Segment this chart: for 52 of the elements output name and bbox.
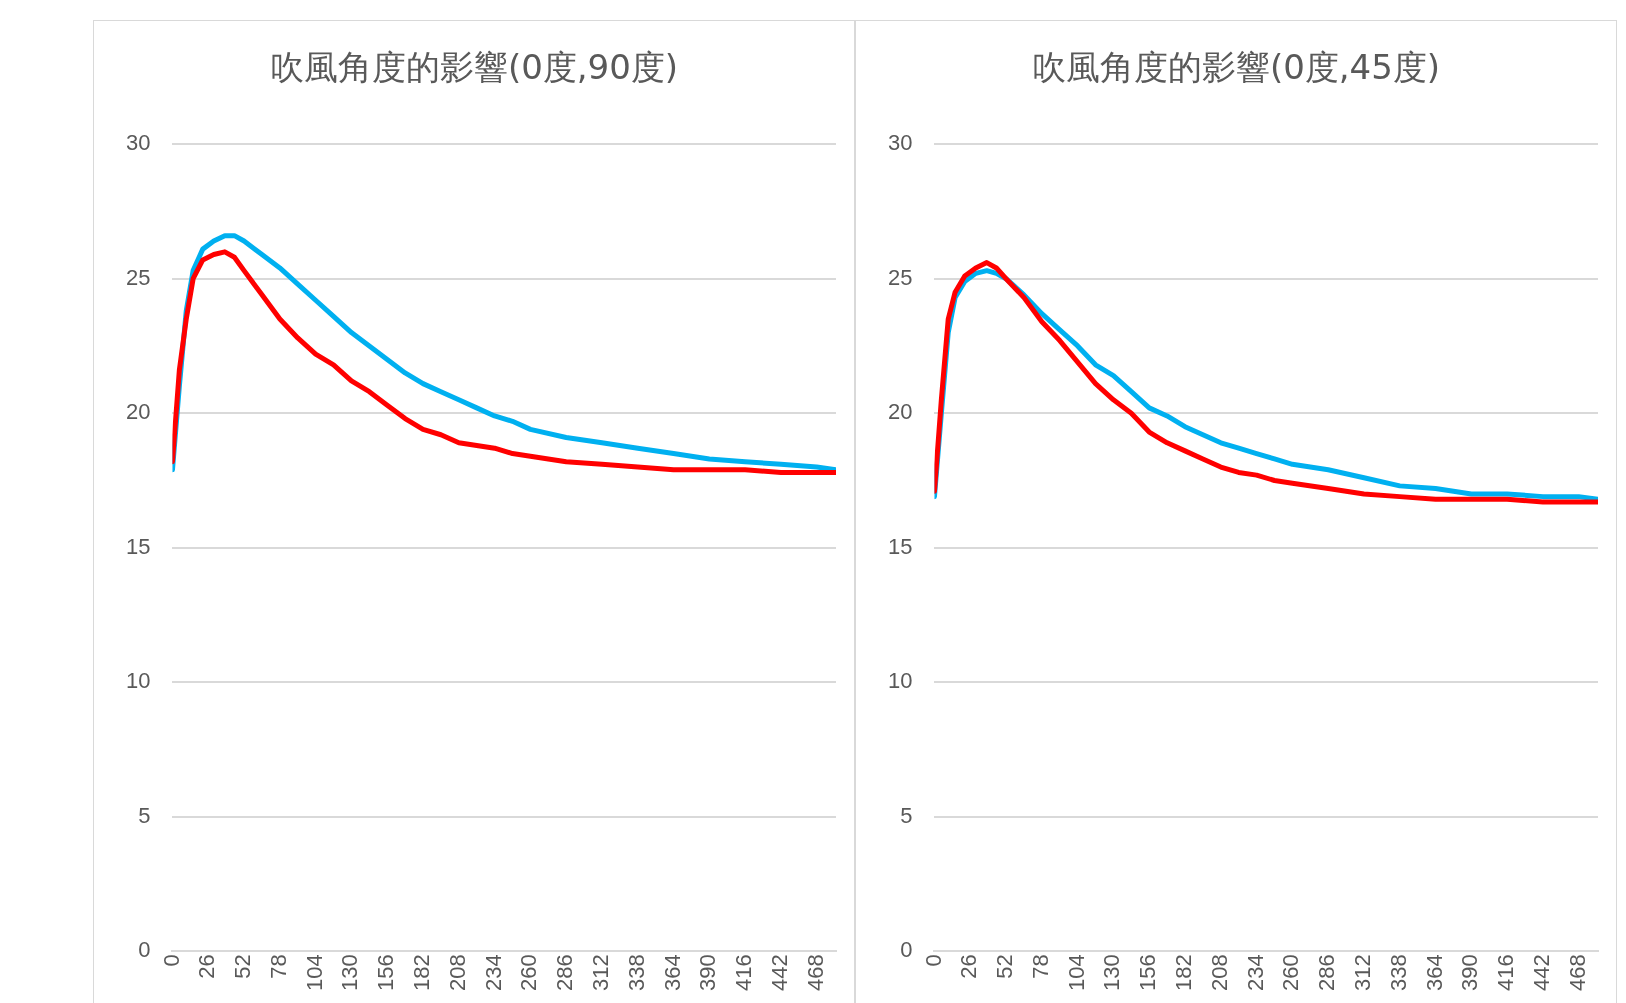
x-tick-label: 416 <box>1493 954 1519 992</box>
x-tick-label: 182 <box>1171 954 1197 992</box>
x-tick-label: 364 <box>1421 954 1447 992</box>
x-tick-label: 130 <box>1099 954 1125 992</box>
y-tick-label: 30 <box>887 130 913 156</box>
x-tick-label: 26 <box>194 954 220 979</box>
chart-title: 吹風角度的影響(0度,90度) <box>268 46 680 89</box>
x-tick-label: 208 <box>444 954 470 992</box>
y-tick-label: 15 <box>125 533 151 559</box>
x-tick-label: 416 <box>731 954 757 992</box>
x-tick-label: 260 <box>1278 954 1304 992</box>
y-tick-label: 10 <box>887 668 913 694</box>
x-tick-label: 468 <box>1564 954 1590 992</box>
x-tick-label: 156 <box>1135 954 1161 992</box>
x-tick-label: 78 <box>1027 954 1053 979</box>
x-tick-label: 26 <box>956 954 982 979</box>
x-tick-label: 0 <box>920 954 946 967</box>
x-tick-label: 0 <box>158 954 184 967</box>
x-tick-label: 286 <box>1314 954 1340 992</box>
x-tick-label: 52 <box>992 954 1018 979</box>
y-tick-label: 15 <box>887 533 913 559</box>
y-tick-label: 20 <box>125 399 151 425</box>
x-tick-label: 442 <box>1529 954 1554 992</box>
x-tick-label: 390 <box>1457 954 1483 992</box>
x-tick-label: 338 <box>623 954 649 992</box>
x-tick-label: 52 <box>230 954 256 979</box>
x-tick-label: 182 <box>409 954 435 992</box>
x-tick-label: 442 <box>767 954 792 992</box>
x-tick-label: 104 <box>1063 954 1089 992</box>
x-tick-label: 312 <box>588 954 614 992</box>
x-tick-label: 208 <box>1206 954 1232 992</box>
x-tick-label: 78 <box>265 954 291 979</box>
x-tick-label: 156 <box>373 954 399 992</box>
chart-title: 吹風角度的影響(0度,45度) <box>1030 46 1442 89</box>
x-tick-label: 338 <box>1385 954 1411 992</box>
y-tick-label: 10 <box>125 668 151 694</box>
x-tick-label: 104 <box>301 954 327 992</box>
y-tick-label: 25 <box>125 264 151 290</box>
x-tick-label: 312 <box>1350 954 1376 992</box>
y-tick-label: 5 <box>900 802 913 828</box>
x-tick-label: 260 <box>516 954 542 992</box>
x-tick-label: 468 <box>802 954 828 992</box>
x-tick-label: 390 <box>695 954 721 992</box>
x-tick-label: 234 <box>1242 954 1268 992</box>
x-tick-label: 364 <box>659 954 685 992</box>
y-tick-label: 30 <box>125 130 151 156</box>
x-tick-label: 130 <box>337 954 363 992</box>
y-tick-label: 20 <box>887 399 913 425</box>
x-tick-label: 234 <box>480 954 506 992</box>
y-tick-label: 25 <box>887 264 913 290</box>
y-tick-label: 5 <box>138 802 151 828</box>
x-tick-label: 286 <box>552 954 578 992</box>
